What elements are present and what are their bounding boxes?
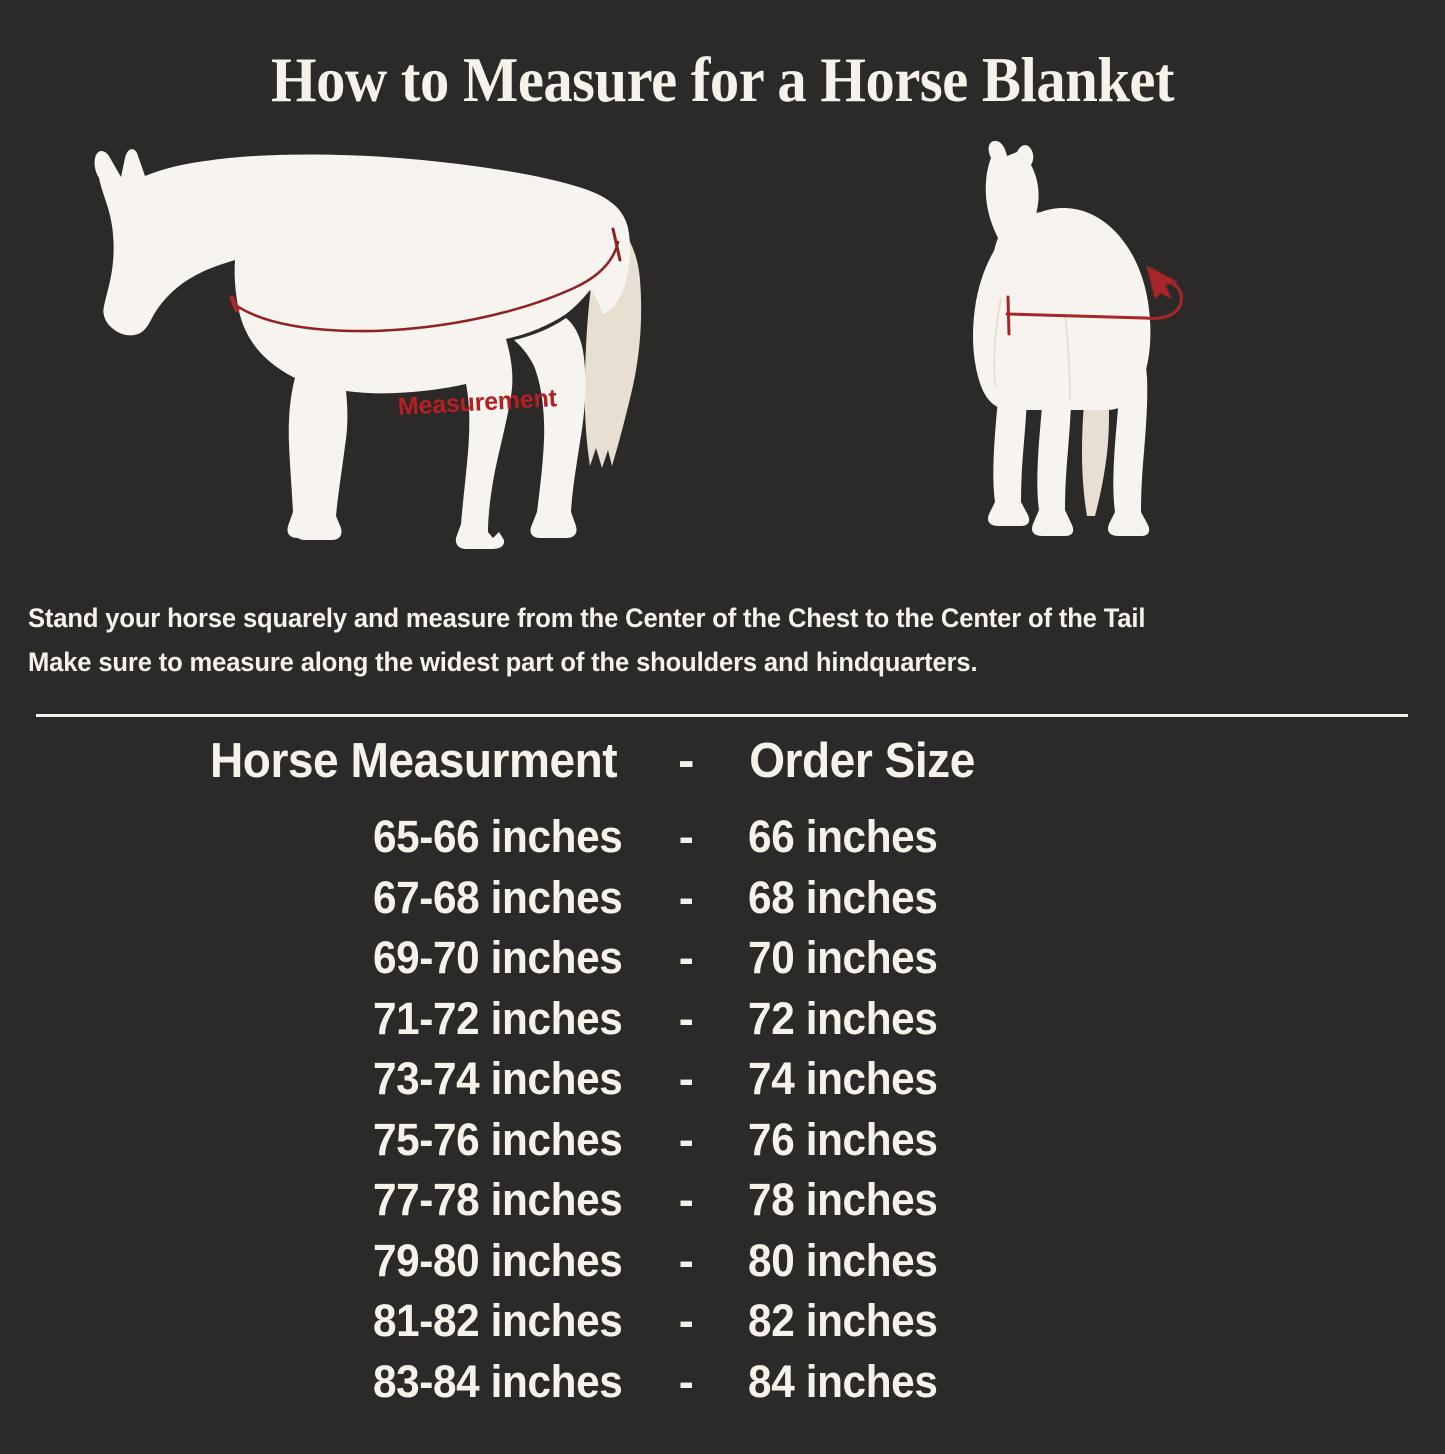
cell-order-size-text: 78 inches [748,1174,938,1225]
horse-front-leg-shape [238,306,334,538]
cell-horse-measurement: 77-78 inches [0,1174,630,1226]
cell-order-size: 82 inches [742,1295,1162,1347]
illustration-band: Measurement [0,128,1445,580]
measurement-line-rear [1005,312,1147,320]
cell-horse-measurement: 73-74 inches [0,1053,630,1105]
cell-horse-measurement-text: 79-80 inches [372,1234,623,1286]
horse-rear-contour-line [1064,313,1071,401]
horse-rear-view-svg [973,140,1183,536]
cell-order-size-text: 80 inches [748,1234,938,1286]
horse-side-view: Measurement [62,128,682,568]
table-row: 79-80 inches - 80 inches [0,1235,1445,1296]
size-chart-table: Horse Measurment - Order Size 65-66 inch… [0,733,1445,1416]
cell-order-size: 66 inches [742,811,1162,863]
cell-order-size-text: 84 inches [748,1355,938,1407]
cell-order-size: 68 inches [742,872,1162,924]
instructions-line-2: Make sure to measure along the widest pa… [28,647,978,677]
cell-dash: - [678,1234,694,1286]
cell-horse-measurement-text: 67-68 inches [372,871,623,923]
cell-horse-measurement-text: 69-70 inches [372,932,623,983]
cell-order-size: 72 inches [742,993,1162,1045]
table-header-row: Horse Measurment - Order Size [0,733,1445,811]
cell-order-size-text: 76 inches [748,1113,938,1165]
horse-rear-contour-line-2 [993,297,1002,387]
table-row: 69-70 inches - 70 inches [0,932,1445,993]
cell-dash: - [678,871,694,923]
measurement-line-rear-tick [1006,295,1011,336]
table-body: 65-66 inches - 66 inches 67-68 inches - 68 in… [0,811,1445,1416]
cell-order-size: 78 inches [742,1174,1162,1226]
cell-horse-measurement: 67-68 inches [0,872,630,924]
instructions-block: Stand your horse squarely and measure fr… [28,596,1374,684]
cell-dash: - [678,992,694,1044]
cell-horse-measurement: 83-84 inches [0,1356,630,1408]
cell-horse-measurement: 65-66 inches [0,811,630,863]
page-title: How to Measure for a Horse Blanket [270,45,1175,115]
table-row: 75-76 inches - 76 inches [0,1114,1445,1175]
cell-horse-measurement: 79-80 inches [0,1235,630,1287]
cell-dash: - [678,1113,694,1165]
cell-order-size-text: 74 inches [748,1053,938,1104]
cell-order-size: 74 inches [742,1053,1162,1105]
measurement-line [232,240,620,333]
column-header-order-size: Order Size [749,734,975,788]
cell-order-size-text: 70 inches [748,932,938,983]
column-header-measurement: Horse Measurment [209,734,618,788]
table-row: 83-84 inches - 84 inches [0,1356,1445,1417]
measurement-line-chest-tick [229,295,240,313]
cell-horse-measurement-text: 81-82 inches [372,1295,623,1346]
horse-rear-leg-shape [514,318,586,538]
instructions-line-1: Stand your horse squarely and measure fr… [28,603,1146,633]
section-divider [36,714,1408,717]
column-header-dash: - [678,734,694,788]
cell-horse-measurement-text: 83-84 inches [372,1355,623,1407]
table-row: 71-72 inches - 72 inches [0,993,1445,1054]
horse-rear-leg-right-shape [1108,342,1150,536]
table-row: 81-82 inches - 82 inches [0,1295,1445,1356]
table-row: 73-74 inches - 74 inches [0,1053,1445,1114]
measurement-arrow-head-icon [1146,265,1178,299]
horse-rear-body-shape [973,208,1151,410]
cell-dash: - [678,1295,694,1346]
cell-horse-measurement: 69-70 inches [0,932,630,984]
horse-rear-view [915,132,1225,562]
cell-horse-measurement-text: 77-78 inches [372,1174,623,1225]
measurement-arrow-curl [1143,280,1183,320]
table-row: 77-78 inches - 78 inches [0,1174,1445,1235]
table-row: 65-66 inches - 66 inches [0,811,1445,872]
horse-body-shape [94,149,631,550]
horse-side-view-svg [94,149,642,550]
cell-horse-measurement-text: 71-72 inches [372,992,623,1044]
cell-order-size: 84 inches [742,1356,1162,1408]
cell-order-size-text: 68 inches [748,871,938,923]
cell-order-size: 80 inches [742,1235,1162,1287]
cell-order-size-text: 82 inches [748,1295,938,1346]
cell-horse-measurement: 71-72 inches [0,993,630,1045]
cell-horse-measurement-text: 75-76 inches [372,1113,623,1165]
cell-order-size: 70 inches [742,932,1162,984]
cell-order-size-text: 72 inches [748,992,938,1044]
cell-dash: - [678,1355,694,1407]
cell-horse-measurement-text: 65-66 inches [372,811,623,862]
cell-dash: - [678,932,694,983]
cell-dash: - [678,811,694,862]
measurement-line-tick [611,227,622,262]
cell-dash: - [678,1174,694,1225]
cell-horse-measurement-text: 73-74 inches [372,1053,623,1104]
table-row: 67-68 inches - 68 inches [0,872,1445,933]
cell-horse-measurement: 75-76 inches [0,1114,630,1166]
cell-horse-measurement: 81-82 inches [0,1295,630,1347]
cell-order-size: 76 inches [742,1114,1162,1166]
cell-dash: - [678,1053,694,1104]
cell-order-size-text: 66 inches [748,811,938,862]
